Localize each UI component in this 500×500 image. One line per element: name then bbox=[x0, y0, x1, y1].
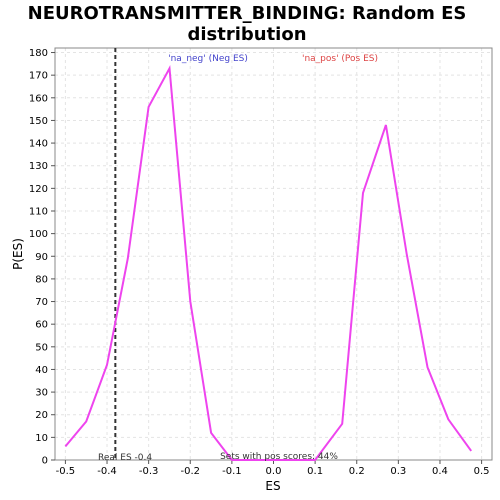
y-tick-label: 180 bbox=[29, 48, 48, 59]
x-tick-label: -0.1 bbox=[222, 466, 242, 477]
y-tick-label: 130 bbox=[29, 161, 48, 172]
y-tick-label: 80 bbox=[35, 274, 48, 285]
x-tick-label: 0.3 bbox=[390, 466, 406, 477]
x-tick-label: 0.1 bbox=[307, 466, 323, 477]
y-tick-label: 10 bbox=[35, 433, 48, 444]
y-tick-label: 0 bbox=[42, 456, 48, 467]
y-tick-label: 40 bbox=[35, 365, 48, 376]
y-tick-label: 120 bbox=[29, 184, 48, 195]
y-tick-label: 30 bbox=[35, 388, 48, 399]
y-tick-label: 60 bbox=[35, 320, 48, 331]
y-axis: 0 10 20 30 40 50 60 70 80 90 100 110 120 130 140 150 160… bbox=[29, 48, 55, 467]
x-tick-label: 0.4 bbox=[432, 466, 448, 477]
x-tick-label: -0.2 bbox=[181, 466, 201, 477]
annotation-real-es: Real ES -0.4 bbox=[98, 453, 152, 463]
series-line bbox=[64, 65, 473, 461]
annotation-neg-es: 'na_neg' (Neg ES) bbox=[168, 54, 248, 64]
chart-title-line1: NEUROTRANSMITTER_BINDING: Random ES bbox=[28, 3, 467, 24]
y-axis-label: P(ES) bbox=[11, 238, 25, 270]
y-tick-label: 110 bbox=[29, 206, 48, 217]
y-tick-label: 20 bbox=[35, 410, 48, 421]
y-tick-label: 90 bbox=[35, 252, 48, 263]
annotation-pos-es: 'na_pos' (Pos ES) bbox=[302, 54, 378, 64]
x-tick-label: -0.3 bbox=[139, 466, 159, 477]
x-tick-label: -0.4 bbox=[97, 466, 117, 477]
y-tick-label: 50 bbox=[35, 342, 48, 353]
y-tick-label: 70 bbox=[35, 297, 48, 308]
y-tick-label: 150 bbox=[29, 116, 48, 127]
x-axis-label: ES bbox=[265, 479, 280, 493]
y-tick-label: 100 bbox=[29, 229, 48, 240]
y-tick-label: 140 bbox=[29, 139, 48, 150]
x-tick-label: 0.2 bbox=[349, 466, 365, 477]
annotation-sets-pos: Sets with pos scores: 44% bbox=[220, 452, 338, 462]
chart-title-line2: distribution bbox=[187, 24, 306, 45]
x-tick-label: 0.0 bbox=[266, 466, 282, 477]
x-tick-label: 0.5 bbox=[474, 466, 490, 477]
grid-layer bbox=[55, 48, 492, 461]
x-tick-label: -0.5 bbox=[56, 466, 76, 477]
x-axis: -0.5 -0.4 -0.3 -0.2 -0.1 0.0 0.1 0.2 0.3 0.4 0.5 bbox=[56, 460, 490, 477]
y-tick-label: 160 bbox=[29, 93, 48, 104]
y-tick-label: 170 bbox=[29, 71, 48, 82]
